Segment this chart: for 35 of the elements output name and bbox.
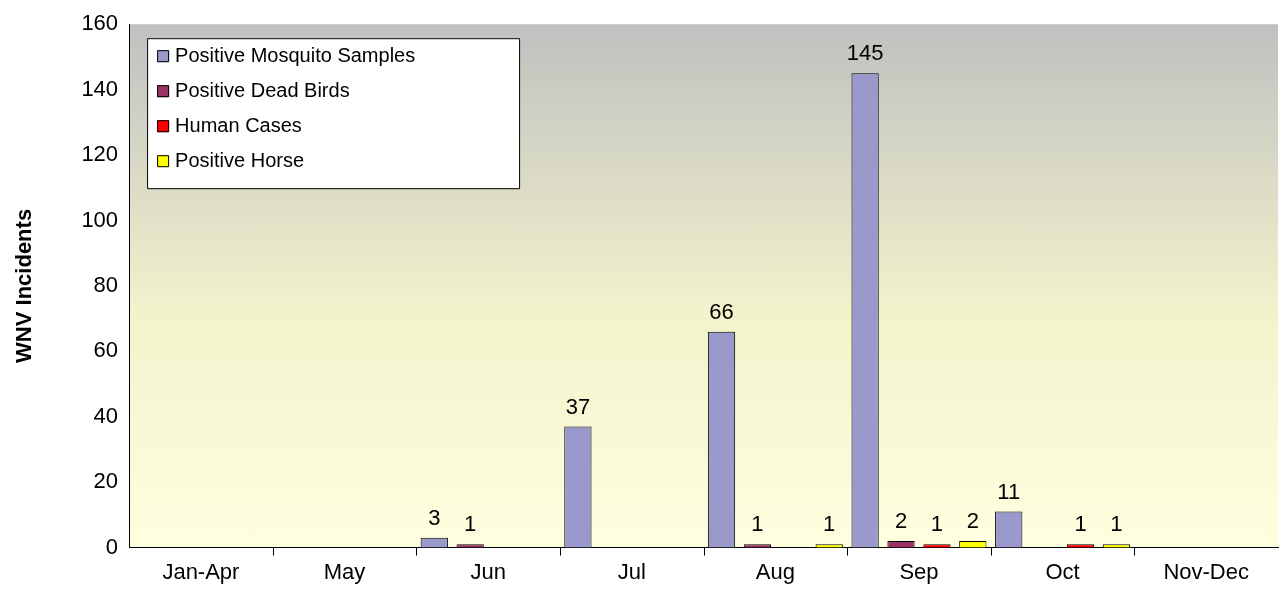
x-tick-label: Jul [617, 558, 646, 584]
y-axis-title: WNV Incidents [11, 208, 37, 363]
y-tick-label: 80 [93, 271, 119, 297]
legend-label: Human Cases [175, 113, 302, 136]
y-tick-label: 100 [81, 206, 119, 232]
y-tick-label: 120 [81, 141, 119, 167]
x-tick-label: Aug [755, 558, 795, 584]
x-tick-label: Jan-Apr [162, 558, 240, 584]
data-label: 1 [1110, 511, 1123, 537]
y-tick-label: 20 [93, 468, 119, 494]
data-label: 66 [709, 298, 734, 324]
data-label: 1 [751, 511, 764, 537]
data-label: 1 [1074, 511, 1087, 537]
data-label: 1 [930, 511, 944, 537]
data-label: 145 [846, 40, 884, 66]
y-tick-label: 140 [81, 75, 119, 101]
data-label: 2 [966, 508, 979, 534]
legend-label: Positive Horse [175, 148, 305, 171]
data-label: 37 [565, 393, 591, 419]
y-tick-label: 40 [93, 402, 119, 428]
data-label: 1 [464, 511, 477, 537]
data-label: 11 [997, 478, 1021, 504]
legend-label: Positive Mosquito Samples [175, 43, 416, 66]
y-tick-label: 160 [81, 10, 119, 36]
data-label: 3 [428, 504, 441, 530]
x-tick-label: Sep [899, 558, 939, 584]
data-label: 2 [894, 508, 908, 534]
x-tick-label: Jun [470, 558, 506, 584]
x-tick-label: May [323, 558, 366, 584]
y-tick-label: 60 [93, 337, 119, 363]
x-tick-label: Nov-Dec [1163, 558, 1249, 584]
y-tick-label: 0 [105, 533, 119, 559]
data-label: 1 [823, 511, 836, 537]
x-tick-label: Oct [1045, 558, 1080, 584]
legend-label: Positive Dead Birds [175, 78, 350, 101]
